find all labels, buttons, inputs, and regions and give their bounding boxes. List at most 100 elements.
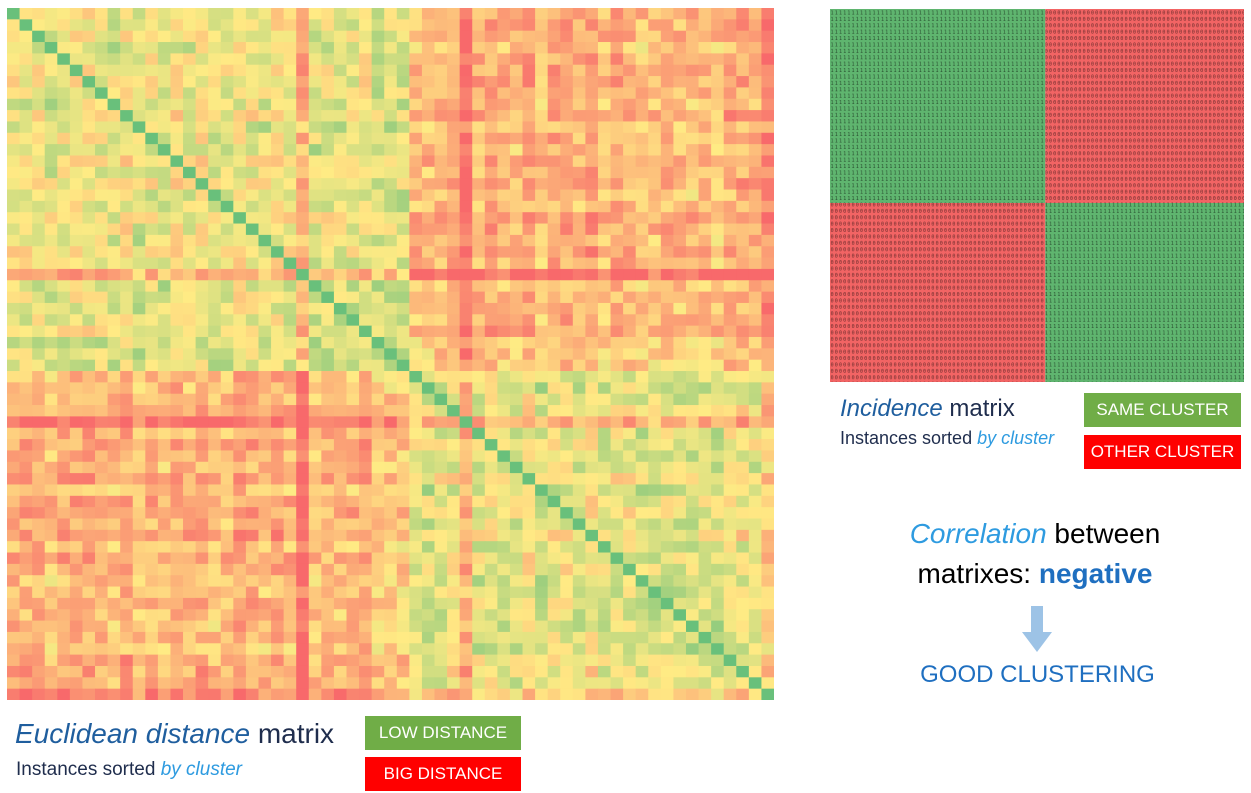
distance-cell [434, 53, 448, 66]
distance-cell [120, 166, 134, 179]
distance-cell [585, 348, 599, 361]
distance-cell [698, 53, 712, 66]
distance-cell [245, 541, 260, 554]
distance-cell [547, 234, 561, 247]
distance-cell [384, 631, 398, 644]
distance-matrix-title: Euclidean distance matrix [15, 718, 334, 750]
distance-cell [170, 563, 184, 576]
distance-cell [283, 541, 297, 554]
distance-cell [132, 291, 146, 304]
distance-cell [283, 144, 297, 157]
distance-cell [509, 450, 524, 463]
distance-cell [673, 518, 687, 531]
distance-cell [711, 64, 725, 77]
distance-cell [660, 563, 675, 576]
distance-cell [685, 450, 700, 463]
distance-cell [761, 382, 774, 395]
distance-cell [484, 677, 498, 690]
distance-cell [371, 64, 385, 77]
distance-cell [560, 53, 574, 66]
distance-cell [509, 371, 524, 383]
distance-cell [19, 393, 33, 406]
distance-cell [346, 178, 360, 191]
distance-cell [610, 439, 624, 452]
distance-cell [170, 212, 184, 225]
distance-cell [421, 575, 436, 588]
distance-cell [57, 461, 71, 474]
distance-cell [585, 268, 599, 281]
distance-cell [384, 359, 398, 372]
distance-cell [157, 620, 172, 633]
distance-cell [333, 371, 348, 383]
distance-cell [761, 155, 774, 168]
distance-cell [421, 223, 436, 236]
distance-cell [698, 563, 712, 576]
distance-cell [547, 609, 561, 622]
distance-cell [685, 166, 700, 179]
distance-cell [346, 121, 360, 134]
distance-cell [648, 427, 662, 440]
distance-cell [434, 291, 448, 304]
distance-cell [333, 643, 348, 656]
distance-cell [82, 110, 96, 123]
distance-cell [321, 348, 335, 361]
distance-cell [120, 110, 134, 123]
distance-cell [610, 234, 624, 247]
distance-cell [183, 393, 197, 406]
distance-cell [283, 336, 297, 349]
distance-cell [585, 507, 599, 520]
distance-cell [509, 8, 524, 20]
distance-cell [359, 495, 373, 508]
distance-cell [95, 336, 109, 349]
distance-cell [472, 212, 486, 225]
distance-cell [409, 302, 423, 315]
distance-cell [560, 631, 574, 644]
distance-cell [82, 144, 96, 157]
distance-cell [346, 416, 360, 429]
distance-cell [19, 19, 33, 32]
distance-cell [673, 189, 687, 202]
distance-cell [472, 325, 486, 338]
distance-cell [157, 518, 172, 531]
distance-cell [132, 42, 146, 54]
incidence-matrix-subtitle: Instances sorted by cluster [840, 428, 1054, 449]
distance-cell [245, 325, 260, 338]
distance-cell [597, 416, 612, 429]
distance-cell [258, 643, 272, 656]
distance-cell [459, 98, 473, 111]
distance-cell [296, 586, 310, 599]
distance-cell [82, 473, 96, 486]
distance-cell [19, 552, 33, 565]
distance-cell [698, 336, 712, 349]
distance-cell [183, 336, 197, 349]
distance-cell [44, 654, 58, 667]
distance-cell [145, 200, 159, 213]
distance-cell [635, 586, 649, 599]
distance-cell [308, 597, 322, 610]
distance-cell [7, 325, 21, 338]
distance-cell [107, 132, 121, 145]
distance-cell [535, 132, 549, 145]
distance-cell [346, 597, 360, 610]
distance-cell [245, 76, 260, 89]
distance-cell [585, 257, 599, 270]
distance-cell [648, 552, 662, 565]
distance-cell [220, 155, 234, 168]
distance-cell [283, 280, 297, 293]
distance-cell [95, 393, 109, 406]
distance-cell [572, 405, 586, 417]
distance-cell [32, 620, 46, 633]
distance-cell [170, 529, 184, 542]
distance-cell [648, 257, 662, 270]
distance-cell [271, 132, 285, 145]
distance-cell [7, 677, 21, 690]
distance-cell [220, 166, 234, 179]
distance-cell [19, 268, 33, 281]
distance-cell [321, 257, 335, 270]
distance-cell [69, 132, 84, 145]
distance-cell [245, 507, 260, 520]
distance-cell [7, 291, 21, 304]
distance-cell [509, 314, 524, 327]
distance-cell [597, 563, 612, 576]
distance-cell [509, 597, 524, 610]
